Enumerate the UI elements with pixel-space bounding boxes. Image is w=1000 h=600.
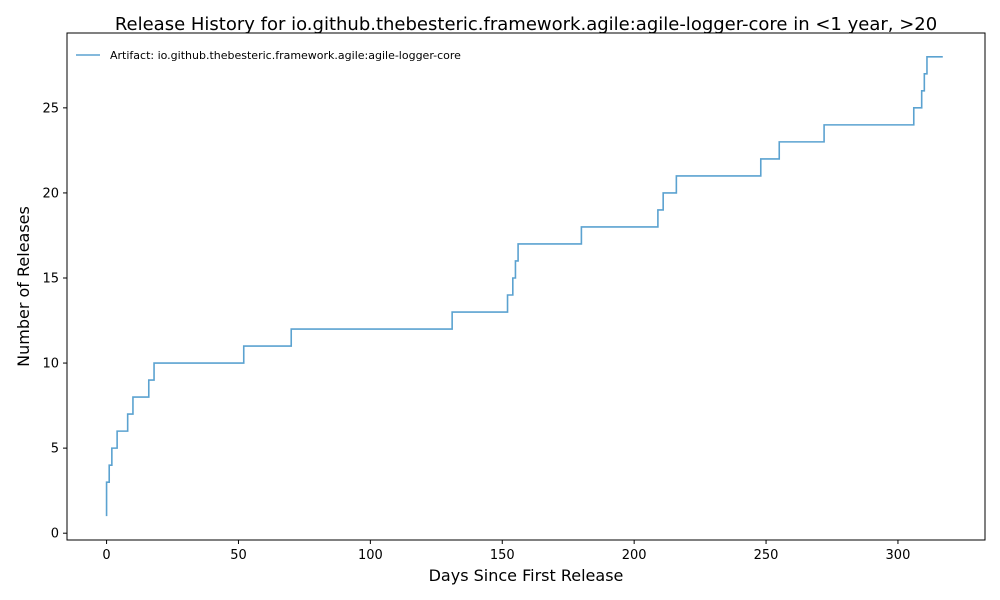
y-axis-label: Number of Releases <box>14 206 33 367</box>
chart-title: Release History for io.github.thebesteri… <box>115 14 937 35</box>
x-tick-label: 300 <box>886 548 911 563</box>
y-axis-ticks: 0 5 10 15 20 25 <box>42 101 67 542</box>
x-axis-ticks: 0 50 100 150 200 250 300 <box>102 540 910 563</box>
legend-entry-label: Artifact: io.github.thebesteric.framewor… <box>110 49 461 62</box>
x-tick-label: 200 <box>622 548 647 563</box>
y-tick-label: 20 <box>42 186 59 201</box>
series-step-line <box>105 56 943 517</box>
y-tick-label: 10 <box>42 357 59 372</box>
series-lines <box>105 56 943 517</box>
legend: Artifact: io.github.thebesteric.framewor… <box>76 49 461 62</box>
x-axis-label: Days Since First Release <box>429 566 624 585</box>
y-tick-label: 25 <box>42 101 59 116</box>
x-tick-label: 100 <box>358 548 383 563</box>
plot-area-frame <box>66 32 986 541</box>
x-tick-label: 0 <box>102 548 110 563</box>
x-tick-label: 50 <box>230 548 247 563</box>
y-tick-label: 5 <box>51 442 59 457</box>
y-tick-label: 15 <box>42 271 59 286</box>
y-tick-label: 0 <box>51 527 59 542</box>
x-tick-label: 150 <box>490 548 515 563</box>
x-tick-label: 250 <box>754 548 779 563</box>
